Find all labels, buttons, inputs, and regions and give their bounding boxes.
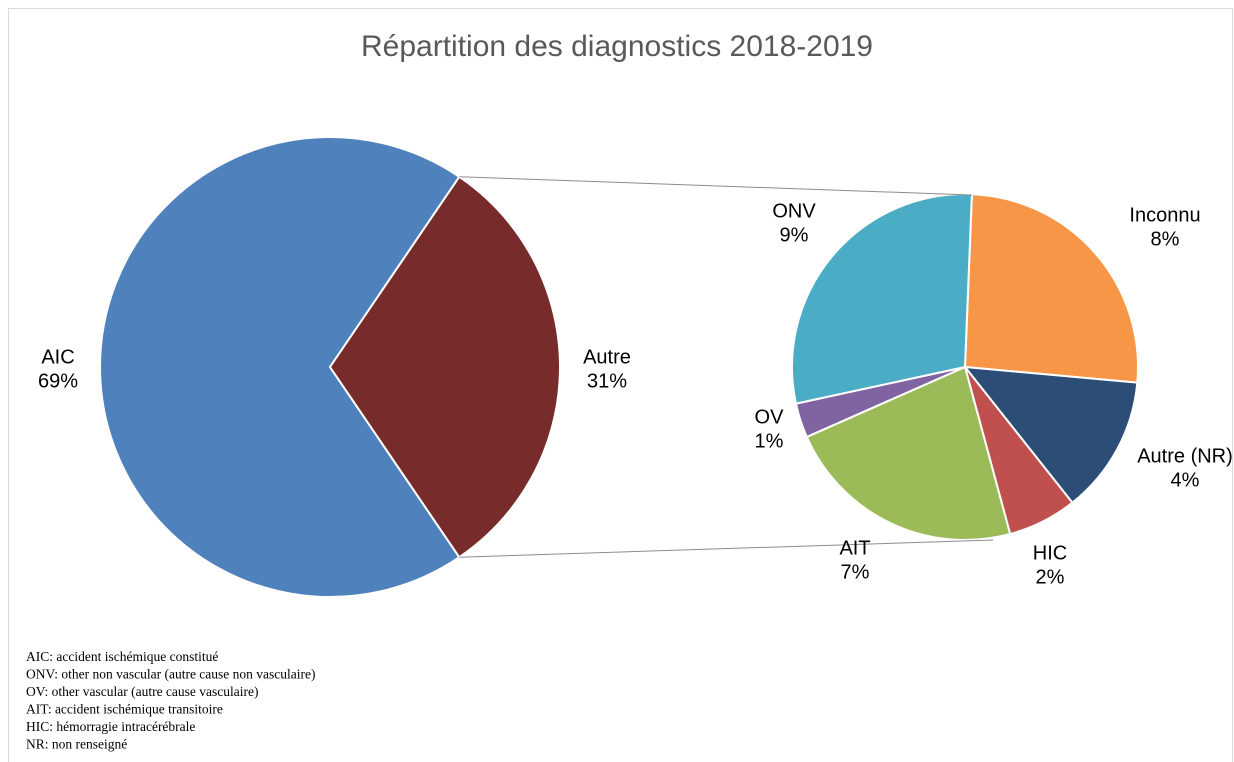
footnote: ONV: other non vascular (autre cause non…: [26, 667, 316, 682]
slice-value-label: 2%: [1036, 566, 1065, 588]
slice-label: ONV: [772, 200, 816, 222]
slice-label: HIC: [1033, 542, 1067, 564]
slice-value-label: 8%: [1151, 228, 1180, 250]
slice-value-label: 31%: [587, 370, 627, 392]
chart-title: Répartition des diagnostics 2018-2019: [361, 30, 873, 63]
pie-slice: [791, 193, 973, 405]
pie-slice: [805, 365, 1012, 541]
slice-value-label: 9%: [780, 224, 809, 246]
slice-label: Autre: [583, 346, 631, 368]
pie-slice: [962, 365, 1139, 505]
pie-slice: [963, 193, 1139, 384]
footnote: OV: other vascular (autre cause vasculai…: [26, 684, 259, 699]
footnote: HIC: hémorragie intracérébrale: [26, 719, 195, 734]
chart-border: [8, 8, 1233, 762]
slice-label: Autre (NR): [1137, 445, 1233, 467]
connector-line: [459, 539, 994, 558]
slice-label: AIC: [41, 346, 74, 368]
slice-label: AIT: [839, 537, 870, 559]
slice-label: Inconnu: [1129, 204, 1200, 226]
slice-value-label: 7%: [841, 561, 870, 583]
slice-value-label: 1%: [755, 430, 784, 452]
connector-line: [459, 176, 973, 196]
footnote: AIC: accident ischémique constitué: [26, 649, 218, 664]
pie-slice: [99, 136, 461, 598]
slice-value-label: 69%: [38, 370, 78, 392]
footnote: NR: non renseigné: [26, 737, 127, 752]
slice-label: OV: [755, 406, 785, 428]
slice-value-label: 4%: [1171, 469, 1200, 491]
pie-slice: [328, 175, 562, 559]
footnote: AIT: accident ischémique transitoire: [26, 702, 223, 717]
